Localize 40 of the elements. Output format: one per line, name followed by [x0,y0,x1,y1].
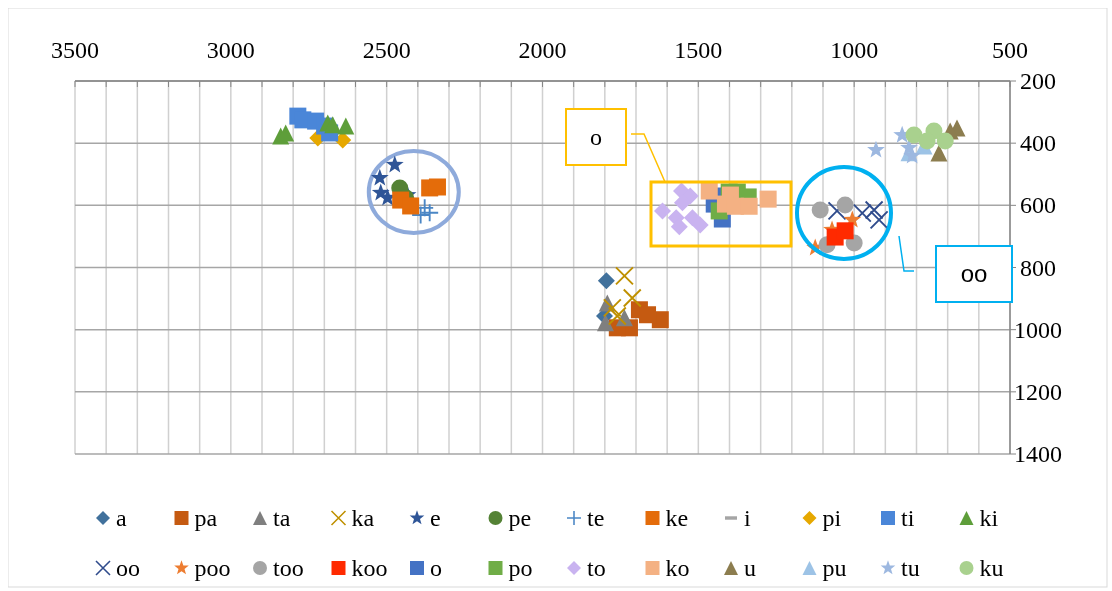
legend-label: ku [979,555,1004,581]
legend-label: poo [194,555,231,581]
legend-label: o [430,555,442,581]
legend-label: ka [351,505,375,531]
x-tick-label: 3000 [206,37,255,63]
y-tick-label: 1200 [1014,378,1062,405]
x-tick-label: 3500 [51,37,99,63]
legend-label: tu [901,555,920,581]
y-tick-label: 1000 [1014,316,1062,343]
annotation: o [590,124,602,150]
legend-label: to [587,555,606,581]
legend-label: ki [979,505,999,531]
legend-label: po [508,555,533,581]
x-tick-label: 500 [992,37,1028,63]
x-tick-label: 1000 [830,37,879,63]
y-tick-label: 1400 [1014,441,1062,467]
legend-label: pa [194,505,218,531]
legend-label: too [273,555,304,581]
x-tick-label: 1500 [674,37,723,63]
y-tick-label: 200 [1020,68,1056,94]
legend-label: pi [822,505,842,531]
x-tick-label: 2500 [362,37,411,63]
legend-label: ko [665,555,690,581]
legend-label: oo [116,555,140,581]
annotation: oo [960,260,988,287]
y-tick-label: 400 [1020,130,1056,157]
y-tick-label: 600 [1020,192,1056,219]
legend-label: i [744,505,751,531]
legend-label: koo [351,555,388,581]
legend-label: ke [665,505,689,531]
legend-label: a [116,505,127,531]
legend-label: ti [901,505,915,531]
legend-label: pu [822,555,847,581]
x-tick-label: 2000 [518,37,567,63]
legend-label: u [744,555,756,581]
legend-label: ta [273,505,291,531]
y-tick-label: 800 [1020,254,1056,281]
legend-label: te [587,505,605,531]
legend-label: e [430,505,441,531]
legend-label: pe [508,505,532,531]
